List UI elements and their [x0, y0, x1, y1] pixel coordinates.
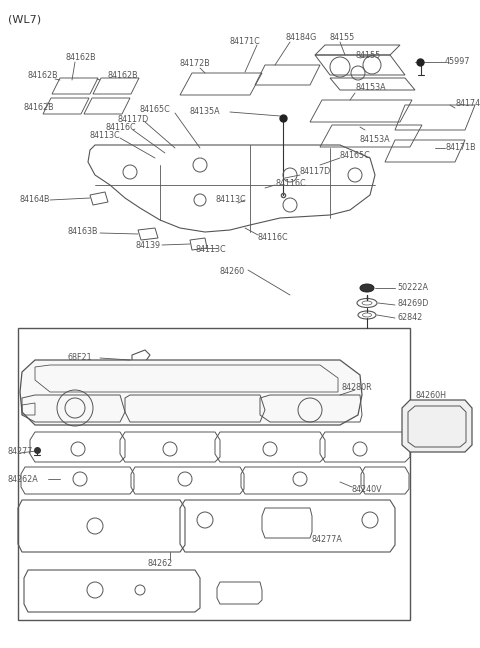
Text: 84240V: 84240V: [352, 485, 383, 494]
Text: 84116C: 84116C: [275, 178, 306, 187]
Text: 84165C: 84165C: [140, 106, 171, 115]
Text: 84153A: 84153A: [355, 84, 385, 93]
Text: 68F21: 68F21: [68, 353, 93, 362]
Text: 84116C: 84116C: [105, 124, 136, 132]
Text: 84117D: 84117D: [300, 167, 331, 176]
Text: 84113C: 84113C: [195, 246, 226, 255]
Text: 84162B: 84162B: [65, 54, 96, 62]
Text: 84162B: 84162B: [28, 71, 59, 80]
Text: 84113C: 84113C: [215, 196, 246, 205]
Text: 84172B: 84172B: [180, 58, 211, 67]
Text: 84113C: 84113C: [90, 132, 120, 141]
Text: 84165C: 84165C: [340, 150, 371, 159]
Text: 84174D: 84174D: [455, 98, 480, 108]
Text: 84184G: 84184G: [285, 34, 316, 43]
Polygon shape: [20, 360, 362, 425]
Text: 84260: 84260: [220, 268, 245, 277]
Text: 84280R: 84280R: [342, 384, 372, 393]
Text: 45997: 45997: [445, 58, 470, 67]
Text: 84139: 84139: [135, 240, 160, 249]
Text: 84162B: 84162B: [24, 102, 55, 111]
Text: 84262A: 84262A: [8, 476, 39, 485]
Text: 84135A: 84135A: [190, 108, 221, 117]
Text: 84277A: 84277A: [312, 535, 343, 544]
Text: 62842: 62842: [397, 312, 422, 321]
Text: 84164B: 84164B: [20, 196, 50, 205]
Text: 84153A: 84153A: [360, 135, 391, 145]
Ellipse shape: [360, 284, 374, 292]
Text: 84116C: 84116C: [257, 233, 288, 242]
Text: 84155: 84155: [355, 51, 380, 60]
Text: 84171C: 84171C: [230, 38, 261, 47]
Text: 50222A: 50222A: [397, 283, 428, 292]
Text: 84117D: 84117D: [118, 115, 149, 124]
Text: 84260H: 84260H: [415, 391, 446, 400]
Text: 84155: 84155: [330, 32, 355, 41]
Text: 84277: 84277: [8, 448, 34, 456]
Text: (WL7): (WL7): [8, 15, 41, 25]
Text: 84262: 84262: [148, 559, 173, 568]
Text: 84162B: 84162B: [108, 71, 139, 80]
Text: 84163B: 84163B: [68, 227, 98, 237]
Polygon shape: [402, 400, 472, 452]
Text: 84269D: 84269D: [397, 299, 428, 308]
Text: 84171B: 84171B: [445, 143, 476, 152]
Bar: [18, 328, 410, 620]
